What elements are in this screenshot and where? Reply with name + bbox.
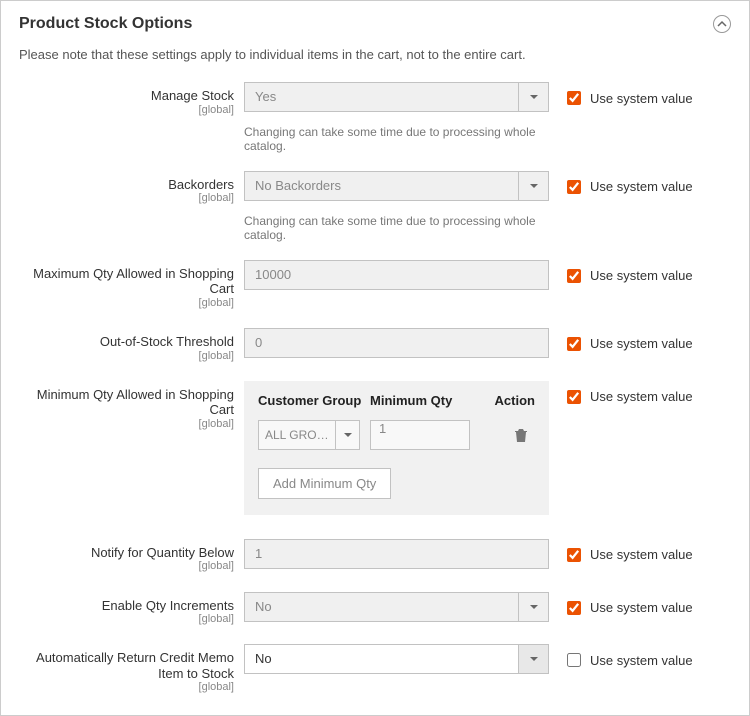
use-system-label: Use system value — [590, 336, 693, 351]
checkbox-backorders-system[interactable] — [567, 180, 581, 194]
use-system-label: Use system value — [590, 389, 693, 404]
input-wrap-notify — [244, 539, 549, 569]
product-stock-options-panel: Product Stock Options Please note that t… — [0, 0, 750, 716]
panel-note: Please note that these settings apply to… — [19, 47, 731, 62]
row-notify-below: Notify for Quantity Below [global] Use s… — [19, 539, 731, 574]
input-max-qty[interactable] — [245, 261, 548, 289]
use-system-label: Use system value — [590, 179, 693, 194]
use-system-label: Use system value — [590, 600, 693, 615]
min-qty-head: Customer Group Minimum Qty Action — [258, 393, 535, 408]
row-min-qty: Minimum Qty Allowed in Shopping Cart [gl… — [19, 381, 731, 515]
label-notify-below: Notify for Quantity Below [global] — [19, 539, 244, 574]
use-system-label: Use system value — [590, 268, 693, 283]
select-auto-return[interactable]: No — [244, 644, 549, 674]
checkbox-oos-system[interactable] — [567, 337, 581, 351]
use-system-label: Use system value — [590, 653, 693, 668]
label-min-qty: Minimum Qty Allowed in Shopping Cart [gl… — [19, 381, 244, 431]
checkbox-auto-return-system[interactable] — [567, 653, 581, 667]
hint-manage-stock: Changing can take some time due to proce… — [244, 121, 549, 153]
hint-backorders: Changing can take some time due to proce… — [244, 210, 549, 242]
row-oos-threshold: Out-of-Stock Threshold [global] Use syst… — [19, 328, 731, 363]
chevron-down-icon — [518, 172, 548, 200]
col-minimum-qty: Minimum Qty — [370, 393, 480, 408]
panel-header: Product Stock Options — [19, 15, 731, 33]
checkbox-incr-system[interactable] — [567, 601, 581, 615]
row-max-qty: Maximum Qty Allowed in Shopping Cart [gl… — [19, 260, 731, 310]
label-backorders: Backorders [global] — [19, 171, 244, 206]
checkbox-notify-system[interactable] — [567, 548, 581, 562]
add-minimum-qty-button[interactable]: Add Minimum Qty — [258, 468, 391, 499]
trash-icon[interactable] — [513, 427, 529, 443]
input-notify-below[interactable] — [245, 540, 548, 568]
input-wrap-min-qty — [370, 420, 470, 450]
input-wrap-oos — [244, 328, 549, 358]
select-backorders[interactable]: No Backorders — [244, 171, 549, 201]
col-action: Action — [480, 393, 535, 408]
select-enable-incr[interactable]: No — [244, 592, 549, 622]
use-system-label: Use system value — [590, 91, 693, 106]
chevron-down-icon — [518, 593, 548, 621]
label-oos-threshold: Out-of-Stock Threshold [global] — [19, 328, 244, 363]
chevron-down-icon — [335, 421, 359, 449]
checkbox-max-qty-system[interactable] — [567, 269, 581, 283]
label-max-qty: Maximum Qty Allowed in Shopping Cart [gl… — [19, 260, 244, 310]
use-system-label: Use system value — [590, 547, 693, 562]
select-manage-stock[interactable]: Yes — [244, 82, 549, 112]
collapse-icon[interactable] — [713, 15, 731, 33]
input-oos-threshold[interactable] — [245, 329, 548, 357]
chevron-down-icon — [518, 645, 548, 673]
select-customer-group[interactable]: ALL GROUPS — [258, 420, 360, 450]
row-enable-incr: Enable Qty Increments [global] No Use sy… — [19, 592, 731, 627]
input-min-qty-value[interactable] — [371, 421, 469, 436]
checkbox-manage-stock-system[interactable] — [567, 91, 581, 105]
col-customer-group: Customer Group — [258, 393, 370, 408]
panel-title: Product Stock Options — [19, 15, 192, 33]
row-auto-return: Automatically Return Credit Memo Item to… — [19, 644, 731, 694]
input-wrap-max-qty — [244, 260, 549, 290]
min-qty-box: Customer Group Minimum Qty Action ALL GR… — [244, 381, 549, 515]
label-auto-return: Automatically Return Credit Memo Item to… — [19, 644, 244, 694]
checkbox-min-qty-system[interactable] — [567, 390, 581, 404]
label-manage-stock: Manage Stock [global] — [19, 82, 244, 117]
min-qty-row: ALL GROUPS — [258, 420, 535, 450]
row-backorders: Backorders [global] No Backorders Use sy… — [19, 171, 731, 206]
chevron-down-icon — [518, 83, 548, 111]
label-enable-incr: Enable Qty Increments [global] — [19, 592, 244, 627]
row-manage-stock: Manage Stock [global] Yes Use system val… — [19, 82, 731, 117]
